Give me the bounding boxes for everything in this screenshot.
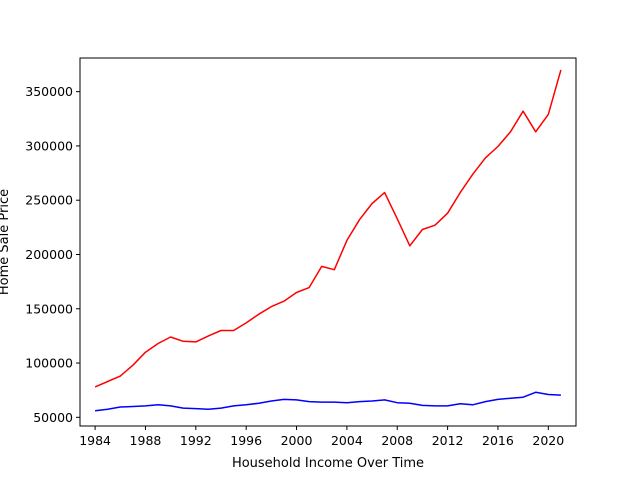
y-axis-ticks: 50000 100000 150000 200000 250000 300000 35000…: [25, 84, 80, 425]
y-tick-label: 350000: [25, 84, 73, 99]
x-tick-label: 2020: [532, 433, 564, 448]
y-tick-label: 50000: [33, 410, 73, 425]
series-layer: [94, 69, 562, 412]
x-tick-label: 1988: [130, 433, 162, 448]
x-tick-label: 1984: [79, 433, 111, 448]
x-tick-label: 1992: [180, 433, 212, 448]
y-tick-label: 100000: [25, 356, 73, 371]
x-tick-label: 2016: [482, 433, 514, 448]
x-tick-label: 2012: [432, 433, 464, 448]
x-tick-label: 2004: [331, 433, 363, 448]
x-axis-ticks: 1984 1988 1992 1996 2000 2004 2008 2012 2016 2020: [79, 426, 564, 448]
x-axis-label: Household Income Over Time: [232, 456, 424, 471]
y-tick-label: 150000: [25, 301, 73, 316]
plot-frame: [79, 57, 577, 427]
y-tick-label: 250000: [25, 193, 73, 208]
y-tick-label: 300000: [25, 138, 73, 153]
series-line-2: [95, 391, 561, 412]
x-tick-label: 2008: [381, 433, 413, 448]
y-tick-label: 200000: [25, 247, 73, 262]
x-tick-label: 1996: [230, 433, 262, 448]
series-line-1: [94, 69, 562, 388]
x-tick-label: 2000: [281, 433, 313, 448]
y-axis-label: Home Sale Price: [0, 189, 12, 295]
